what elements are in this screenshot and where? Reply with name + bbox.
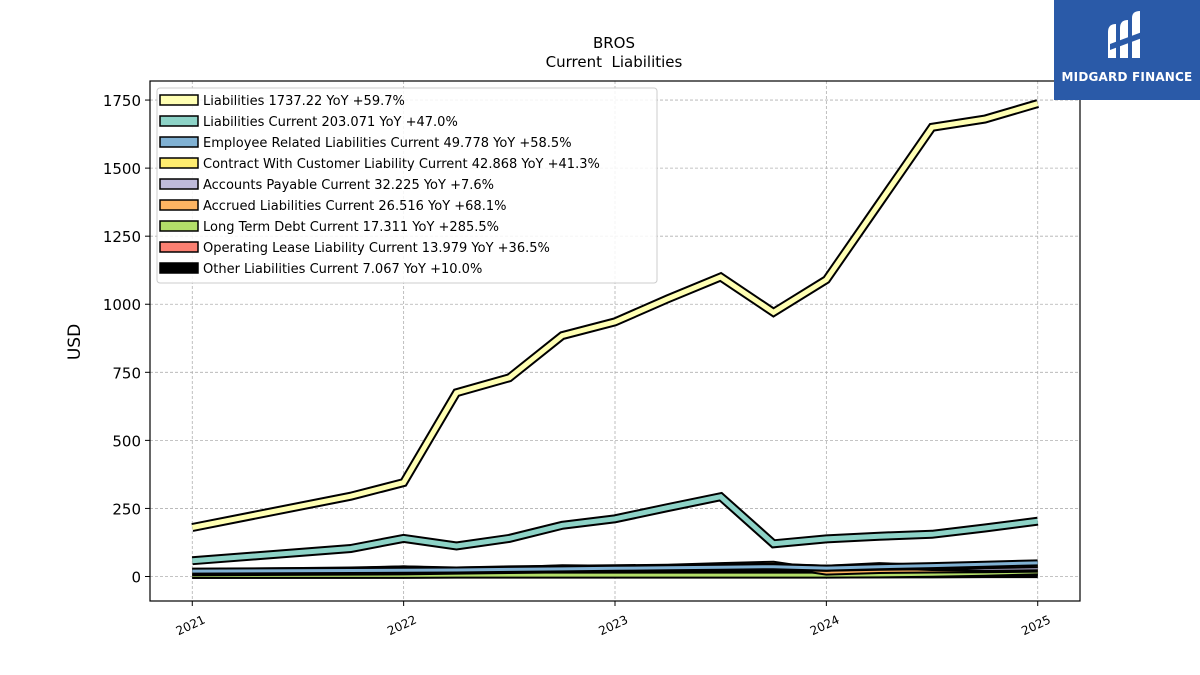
legend-entry: Employee Related Liabilities Current 49.… (203, 136, 572, 151)
y-tick-label: 750 (112, 364, 141, 382)
series-line (192, 561, 1038, 573)
legend-entry: Liabilities 1737.22 YoY +59.7% (203, 94, 405, 109)
series-line (192, 493, 1039, 564)
y-tick-label: 1750 (103, 92, 141, 110)
legend-swatch (159, 115, 199, 127)
legend: Liabilities 1737.22 YoY +59.7% Liabilitie… (156, 87, 658, 284)
chart-title: BROS (593, 34, 635, 52)
legend-box (156, 87, 658, 284)
brand-logo: MIDGARD FINANCE (1054, 0, 1200, 100)
x-tick-label: 2025 (1019, 613, 1053, 639)
legend-swatch (159, 136, 199, 148)
midgard-logo-icon (1108, 11, 1142, 58)
y-tick-label: 1500 (103, 160, 141, 178)
legend-entry: Accrued Liabilities Current 26.516 YoY +… (203, 199, 506, 214)
x-tick-label: 2023 (597, 613, 631, 639)
legend-swatch (159, 94, 199, 106)
legend-swatch (159, 241, 199, 253)
legend-swatch (159, 178, 199, 190)
legend-entry: Contract With Customer Liability Current… (203, 157, 600, 172)
x-tick-label: 2022 (385, 613, 419, 639)
y-tick-label: 0 (131, 568, 141, 586)
x-tick-label: 2021 (174, 613, 208, 639)
legend-entry: Operating Lease Liability Current 13.979… (203, 241, 550, 256)
y-tick-label: 500 (112, 432, 141, 450)
legend-swatch (159, 262, 199, 274)
series-long-term-debt-current (192, 568, 1038, 579)
y-tick-label: 1000 (103, 296, 141, 314)
axis-ticks: 0 250 500 750 1000 1250 1500 1750 2021 2022 2023 20… (103, 92, 1053, 638)
y-axis-label: USD (65, 324, 85, 360)
legend-entry: Long Term Debt Current 17.311 YoY +285.5… (203, 220, 499, 235)
y-tick-label: 1250 (103, 228, 141, 246)
series-layer (191, 99, 1039, 579)
series-employee-related-liabilities-current (192, 559, 1038, 575)
legend-entry: Liabilities Current 203.071 YoY +47.0% (203, 115, 458, 130)
series-line (192, 570, 1038, 577)
legend-swatch (159, 157, 199, 169)
chart-subtitle: Current Liabilities (546, 53, 683, 71)
brand-name: MIDGARD FINANCE (1061, 70, 1193, 84)
legend-entry: Other Liabilities Current 7.067 YoY +10.… (203, 262, 482, 277)
series-liabilities-current (191, 491, 1039, 566)
x-tick-label: 2024 (808, 613, 842, 639)
series-liabilities (191, 99, 1039, 532)
legend-swatch (159, 220, 199, 232)
series-line (191, 101, 1039, 530)
legend-swatch (159, 199, 199, 211)
legend-entry: Accounts Payable Current 32.225 YoY +7.6… (203, 178, 494, 193)
y-tick-label: 250 (112, 500, 141, 518)
